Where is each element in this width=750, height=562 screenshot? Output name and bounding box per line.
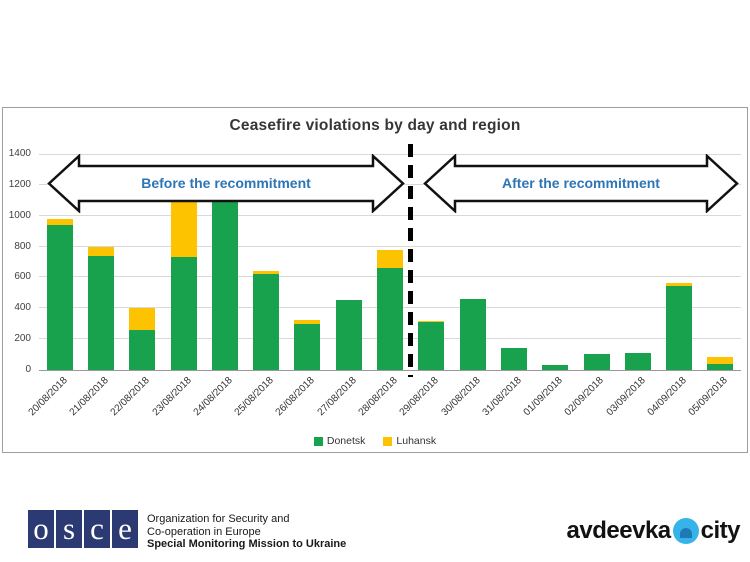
bar-segment-donetsk-03/09/2018 <box>624 353 651 370</box>
building-glyph-icon <box>679 528 692 538</box>
bar-column-02/09/2018 <box>576 154 617 370</box>
osce-logo-block: o s c e Organization for Security and Co… <box>28 510 346 551</box>
after-recommitment-label: After the recommitment <box>502 175 660 191</box>
legend: Donetsk Luhansk <box>3 435 747 447</box>
gridline-800 <box>39 245 741 247</box>
luhansk-swatch-icon <box>383 436 393 446</box>
osce-letter-e: e <box>112 510 138 548</box>
avdeevka-city-circle-icon <box>672 518 699 544</box>
ytick-0: 0 <box>25 364 31 375</box>
bar-05/09/2018 <box>707 356 734 370</box>
bar-column-29/08/2018 <box>411 154 452 370</box>
osce-letter-s: s <box>56 510 82 548</box>
bar-segment-luhansk-05/09/2018 <box>707 356 734 364</box>
ytick-200: 200 <box>14 333 31 345</box>
bar-segment-donetsk-26/08/2018 <box>294 323 321 370</box>
y-axis: 0 200 400 600 800 1000 1200 1400 <box>3 148 34 375</box>
bar-31/08/2018 <box>500 348 527 370</box>
bar-21/08/2018 <box>87 246 114 370</box>
ytick-800: 800 <box>14 240 31 252</box>
osce-letter-c: c <box>84 510 110 548</box>
bar-segment-donetsk-22/08/2018 <box>129 329 156 370</box>
x-axis-labels: 20/08/2018 21/08/2018 22/08/2018 23/08/2018… <box>26 373 741 437</box>
bar-segment-donetsk-24/08/2018 <box>211 197 238 370</box>
bar-segment-donetsk-28/08/2018 <box>377 268 404 370</box>
legend-label-luhansk: Luhansk <box>396 435 437 447</box>
bar-segment-donetsk-04/09/2018 <box>666 285 693 370</box>
bar-segment-donetsk-31/08/2018 <box>500 348 527 370</box>
bar-segment-donetsk-23/08/2018 <box>170 257 197 370</box>
bar-25/08/2018 <box>253 270 280 370</box>
ytick-600: 600 <box>14 271 31 283</box>
bar-segment-luhansk-28/08/2018 <box>377 249 404 269</box>
bar-segment-donetsk-05/09/2018 <box>707 363 734 370</box>
before-arrow-shape <box>47 154 405 213</box>
ytick-1400: 1400 <box>8 148 31 159</box>
osce-letter-o: o <box>28 510 54 548</box>
bar-30/08/2018 <box>459 299 486 370</box>
bar-column-21/08/2018 <box>80 154 121 370</box>
bar-26/08/2018 <box>294 319 321 370</box>
bar-column-31/08/2018 <box>493 154 534 370</box>
bar-column-28/08/2018 <box>369 154 410 370</box>
bar-column-20/08/2018 <box>39 154 80 370</box>
gridline-1000 <box>39 214 741 216</box>
osce-text-block: Organization for Security and Co-operati… <box>147 510 346 551</box>
bar-column-25/08/2018 <box>245 154 286 370</box>
bar-segment-luhansk-25/08/2018 <box>253 270 280 275</box>
bar-segment-donetsk-01/09/2018 <box>542 364 569 370</box>
legend-item-luhansk: Luhansk <box>383 435 436 447</box>
donetsk-swatch-icon <box>313 436 323 446</box>
osce-org-line2: Co-operation in Europe <box>147 525 261 538</box>
bar-segment-donetsk-02/09/2018 <box>583 353 610 370</box>
bar-segment-donetsk-25/08/2018 <box>253 274 280 370</box>
bar-segment-luhansk-04/09/2018 <box>666 282 693 286</box>
gridline-1400 <box>39 154 741 155</box>
ytick-1200: 1200 <box>8 178 31 190</box>
recommitment-divider-line <box>408 144 413 377</box>
after-arrow-shape <box>423 154 739 213</box>
legend-item-donetsk: Donetsk <box>313 435 366 447</box>
bar-segment-luhansk-26/08/2018 <box>294 319 321 324</box>
bar-segment-donetsk-21/08/2018 <box>87 255 114 370</box>
brand-avdeevka-text: avdeevka <box>566 517 672 544</box>
bar-column-04/09/2018 <box>658 154 699 370</box>
bar-column-30/08/2018 <box>452 154 493 370</box>
osce-logo-icon: o s c e <box>28 510 138 551</box>
bar-segment-luhansk-22/08/2018 <box>129 308 156 330</box>
brand-city-text: city <box>700 517 741 544</box>
osce-mission-line: Special Monitoring Mission to Ukraine <box>147 538 347 550</box>
bar-segment-donetsk-29/08/2018 <box>418 322 445 370</box>
bar-28/08/2018 <box>377 249 404 370</box>
bar-29/08/2018 <box>418 320 445 370</box>
chart-panel: Ceasefire violations by day and region 0… <box>2 107 748 453</box>
bar-segment-donetsk-20/08/2018 <box>46 224 73 370</box>
chart-title: Ceasefire violations by day and region <box>229 117 521 134</box>
bar-22/08/2018 <box>129 308 156 370</box>
bar-column-27/08/2018 <box>328 154 369 370</box>
bar-column-01/09/2018 <box>535 154 576 370</box>
bar-03/09/2018 <box>624 353 651 370</box>
ytick-400: 400 <box>14 302 31 314</box>
bar-segment-donetsk-27/08/2018 <box>335 299 362 370</box>
bar-20/08/2018 <box>46 218 73 370</box>
legend-label-donetsk: Donetsk <box>326 435 366 447</box>
bar-segment-luhansk-29/08/2018 <box>418 320 445 323</box>
ytick-1000: 1000 <box>8 209 31 221</box>
bar-segment-luhansk-20/08/2018 <box>46 218 73 225</box>
osce-org-line1: Organization for Security and <box>147 513 290 525</box>
before-recommitment-label: Before the recommitment <box>141 175 311 191</box>
bar-column-26/08/2018 <box>287 154 328 370</box>
avdeevka-city-logo: avdeevka city <box>566 517 741 545</box>
bar-column-05/09/2018 <box>700 154 741 370</box>
bar-segment-donetsk-30/08/2018 <box>459 299 486 370</box>
bar-01/09/2018 <box>542 364 569 370</box>
bar-04/09/2018 <box>666 282 693 370</box>
bar-column-03/09/2018 <box>617 154 658 370</box>
bar-02/09/2018 <box>583 353 610 370</box>
bar-27/08/2018 <box>335 299 362 370</box>
bar-segment-luhansk-21/08/2018 <box>87 246 114 256</box>
bar-column-22/08/2018 <box>122 154 163 370</box>
